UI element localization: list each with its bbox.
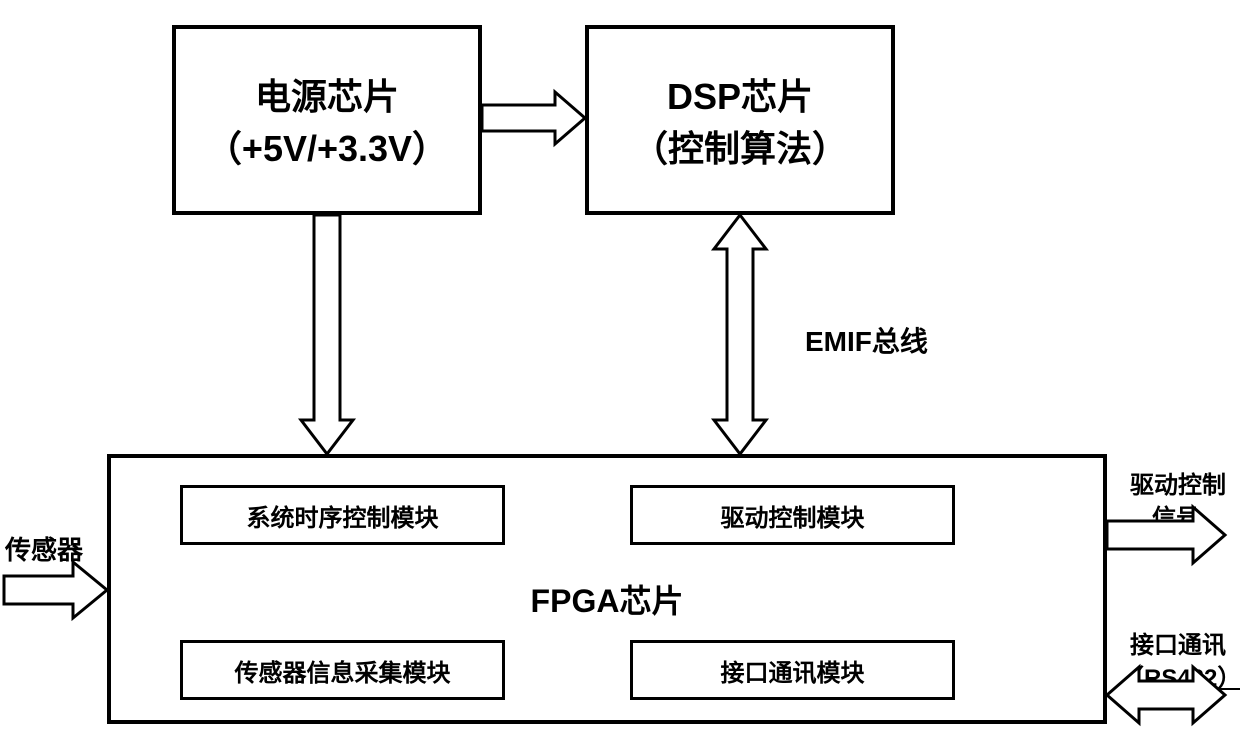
arrow-power-to-fpga	[301, 215, 353, 454]
arrow-comm-bidir	[1107, 667, 1225, 723]
arrow-drive-out	[1107, 507, 1225, 563]
arrows-layer	[0, 0, 1240, 746]
arrow-dsp-fpga-bidir	[714, 215, 766, 454]
arrow-sensor-in	[4, 562, 107, 618]
arrow-power-to-dsp	[482, 92, 585, 144]
